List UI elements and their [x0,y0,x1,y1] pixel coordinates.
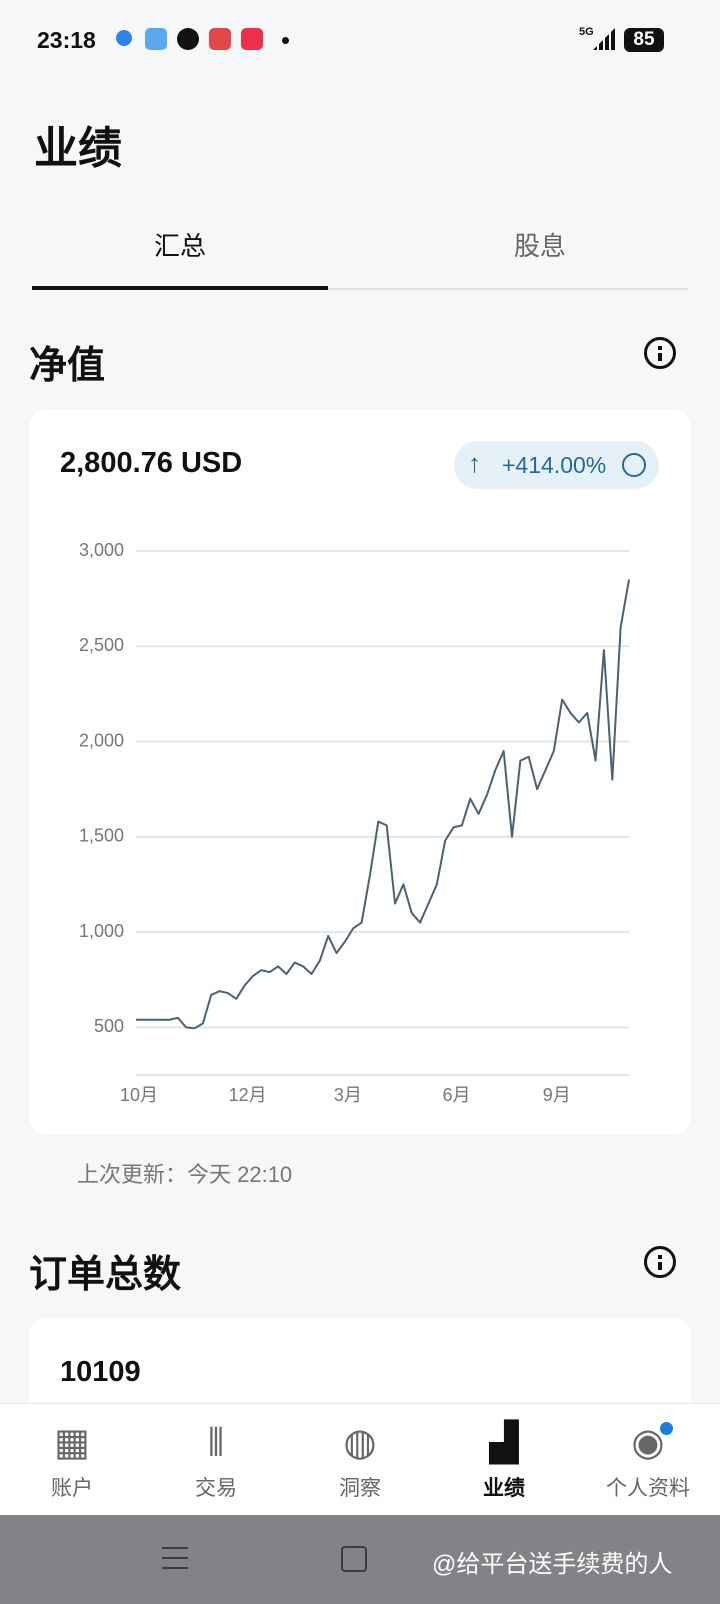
nav-icon[interactable]: ⫴ [208,1422,224,1464]
change: +414.00% [502,452,607,478]
nav-icon[interactable]: ▦ [54,1422,90,1464]
menu-button[interactable] [162,1547,188,1569]
app-icon [177,28,199,50]
arrow-up: ↑ [468,448,481,478]
info-button[interactable] [644,337,676,369]
info-icon [622,453,646,477]
nav-label[interactable]: 业绩 [483,1477,525,1500]
time: 23:18 [37,27,96,53]
last-updated: 上次更新：今天 22:10 [77,1162,293,1187]
y-tick-label: 1,000 [79,921,124,941]
x-tick-label: 12月 [229,1085,267,1105]
bottom-nav [0,1403,720,1516]
section-title: 订单总数 [29,1254,182,1296]
x-tick-label: 9月 [543,1085,571,1105]
x-tick-label: 3月 [334,1085,362,1105]
system-bar [0,1515,720,1604]
notification-dot [658,1420,675,1437]
change-badge[interactable]: ↑ +414.00% [454,441,659,489]
order-count: 10109 [60,1356,141,1388]
net-value: 2,800.76 USD [60,447,243,479]
nav-label[interactable]: 交易 [195,1477,237,1500]
info-button[interactable] [644,1246,676,1278]
tab[interactable]: 汇总 [153,231,206,261]
y-tick-label: 2,000 [79,730,124,750]
chart: 500 1,000 1,500 2,000 2,500 3,000 10月 12月 3月 6月 9月 [79,540,630,1105]
tab[interactable]: 股息 [513,231,566,261]
chart-card [29,409,691,1135]
x-tick-label: 6月 [443,1085,471,1105]
page-title: 业绩 [34,124,122,173]
battery: 85 [624,28,664,52]
signal [593,28,615,50]
nav-icon[interactable]: ▟ [489,1422,519,1464]
app-icon [145,28,167,50]
home-button[interactable] [341,1546,367,1572]
line [136,579,630,1030]
tab-indicator [32,286,328,290]
y-tick-label: 3,000 [79,540,124,560]
y-tick-label: 2,500 [79,635,124,655]
network: 5G [579,26,594,38]
watermark: @给平台送手续费的人 [432,1551,673,1578]
nav-icon[interactable]: ◍ [343,1422,377,1464]
section-title: 净值 [29,345,106,387]
nav-label[interactable]: 账户 [51,1477,93,1500]
nav-label[interactable]: 洞察 [339,1477,381,1500]
y-tick-label: 1,500 [79,826,124,846]
nav-label[interactable]: 个人资料 [606,1477,690,1500]
x-tick-label: 10月 [120,1085,158,1105]
y-tick-label: 500 [94,1016,124,1036]
app-icon [241,28,263,50]
app-icon [116,30,132,46]
dot [282,37,289,44]
app-icon [209,28,231,50]
tab-divider [32,288,688,290]
